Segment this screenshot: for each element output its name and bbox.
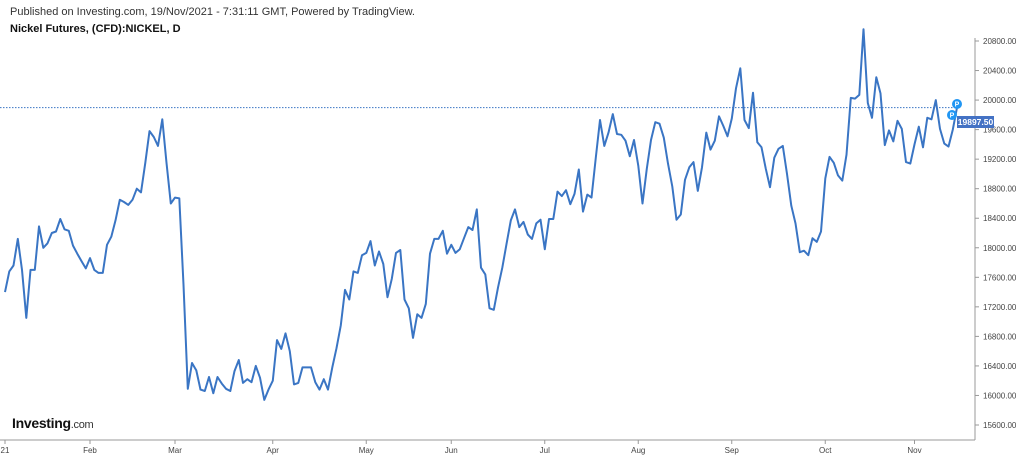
x-tick-label: Feb [83, 446, 97, 455]
y-tick-label: 16800.00 [983, 332, 1017, 341]
marker-dot [952, 99, 962, 109]
y-tick-label: 20800.00 [983, 37, 1017, 46]
y-tick-label: 20000.00 [983, 96, 1017, 105]
y-tick-label: 19600.00 [983, 126, 1017, 135]
investing-logo: Investing.com [12, 415, 94, 431]
x-tick-label: Oct [819, 446, 832, 455]
series-line [4, 28, 958, 401]
x-tick-label: Aug [631, 446, 645, 455]
event-marker[interactable]: P [947, 110, 957, 120]
y-tick-label: 16400.00 [983, 362, 1017, 371]
x-tick-label: Apr [267, 446, 280, 455]
logo-brand: Investing [12, 415, 71, 431]
event-marker[interactable]: P [952, 99, 962, 109]
x-tick-label: Jun [445, 446, 458, 455]
y-tick-label: 18000.00 [983, 244, 1017, 253]
y-tick-label: 17200.00 [983, 303, 1017, 312]
y-tick-label: 19200.00 [983, 155, 1017, 164]
x-tick-label: Sep [725, 446, 740, 455]
y-tick-label: 18400.00 [983, 214, 1017, 223]
logo-domain: .com [70, 419, 94, 431]
y-axis-ticks: 15600.00 16000.00 16400.00 16800.00 17200.00… [975, 37, 1017, 430]
x-tick-label: May [359, 446, 374, 455]
y-tick-label: 16000.00 [983, 391, 1017, 400]
y-tick-label: 18800.00 [983, 185, 1017, 194]
chart-axes [0, 38, 976, 441]
x-tick-label: Mar [168, 446, 182, 455]
y-tick-label: 15600.00 [983, 421, 1017, 430]
chart-title: Nickel Futures, (CFD):NICKEL, D [10, 23, 181, 35]
x-tick-label: Nov [907, 446, 921, 455]
y-tick-label: 17600.00 [983, 273, 1017, 282]
x-tick-label: Jul [540, 446, 550, 455]
y-tick-label: 20400.00 [983, 67, 1017, 76]
marker-label: P [950, 113, 955, 120]
current-price-tag: 19897.50 [957, 116, 994, 128]
x-axis-ticks: 21 Feb Mar Apr May Jun Jul Aug Sep Oct Nov [1, 440, 922, 455]
published-caption: Published on Investing.com, 19/Nov/2021 … [10, 6, 415, 18]
x-tick-label: 21 [1, 446, 10, 455]
marker-dot [947, 110, 957, 120]
marker-label: P [955, 102, 960, 109]
event-markers[interactable]: PP [947, 99, 962, 120]
